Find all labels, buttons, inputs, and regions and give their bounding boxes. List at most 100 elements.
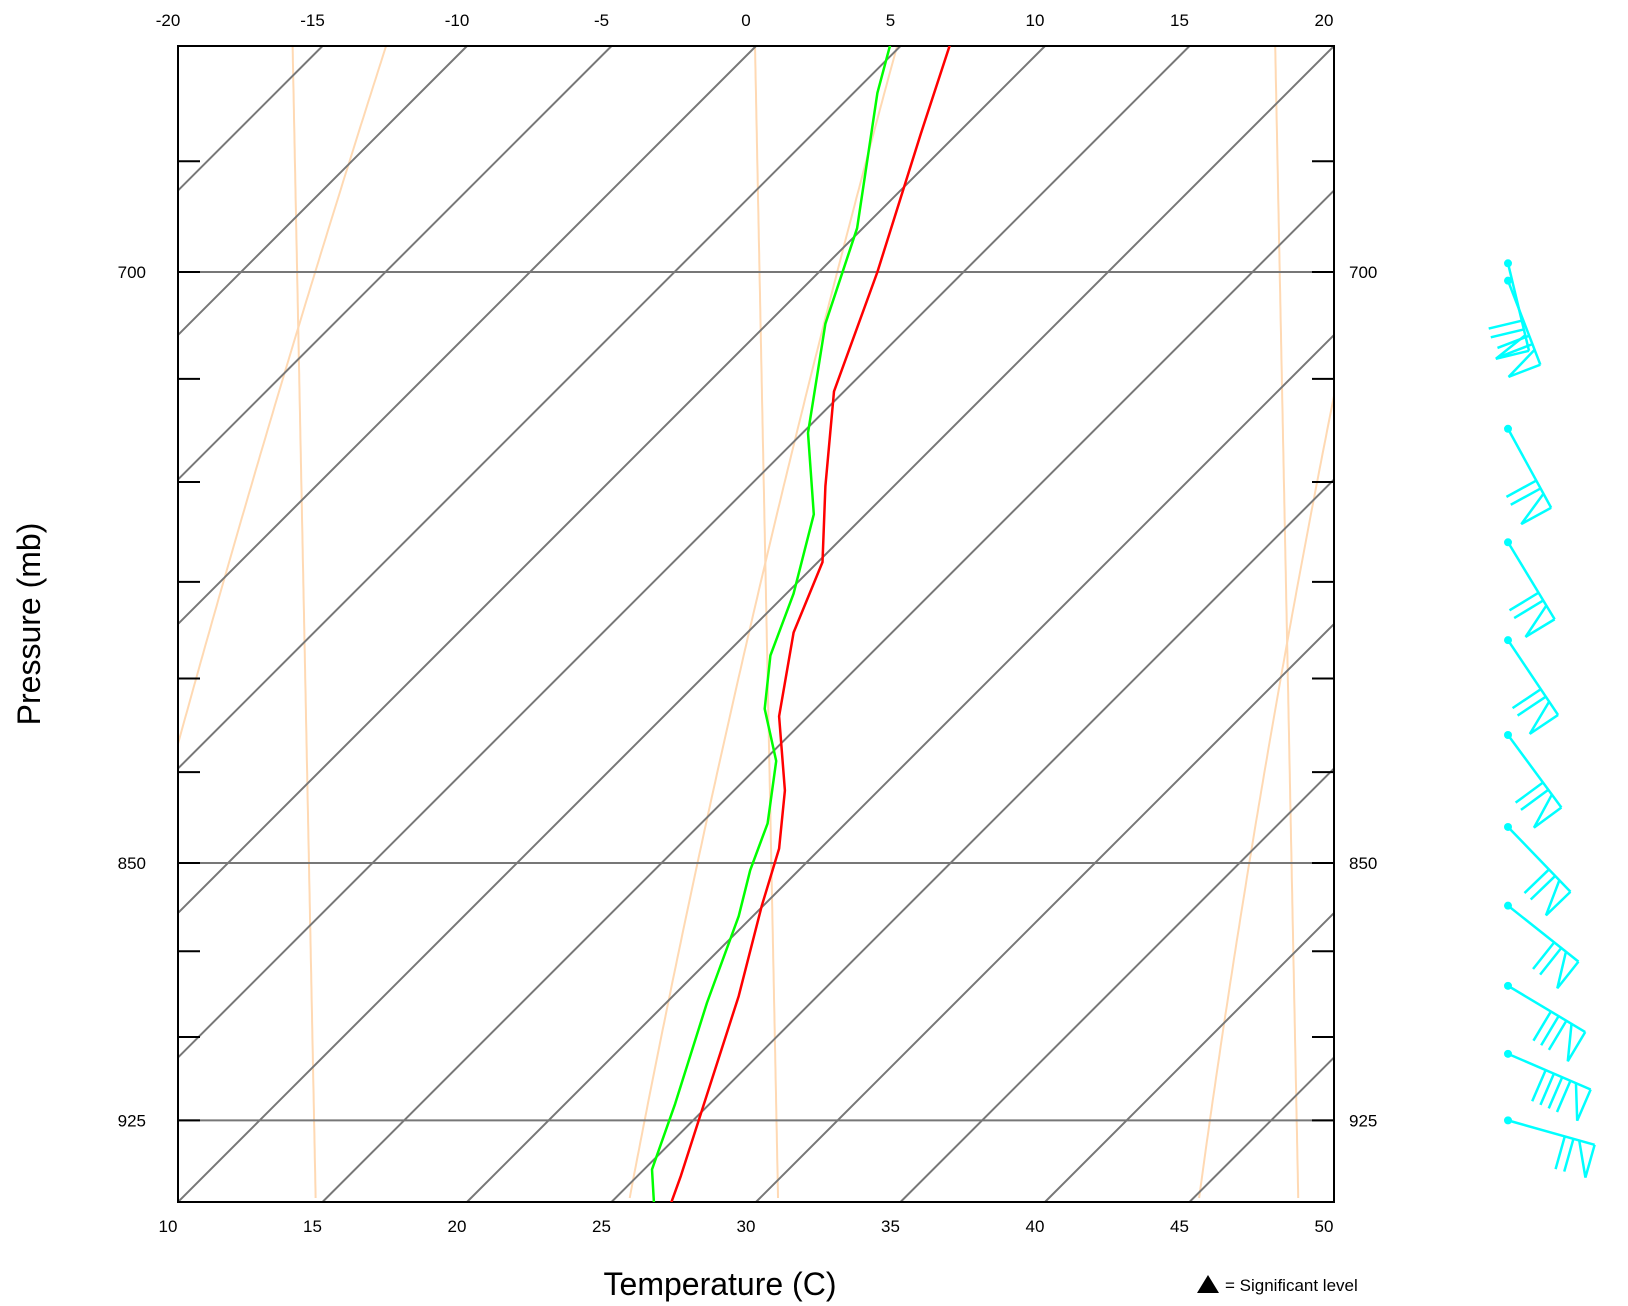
wind-barb [1504, 1049, 1592, 1122]
wind-barb-feather [1488, 319, 1523, 330]
pressure-label-left: 925 [118, 1111, 146, 1130]
isotherm-line [899, 767, 1334, 1202]
isotherm-line [178, 46, 1046, 915]
wind-barb-flag [1495, 334, 1530, 360]
wind-barb-feather [1497, 334, 1530, 350]
wind-barb-flag [1566, 1023, 1587, 1062]
top-tick-label: -5 [594, 11, 609, 30]
isotherm-line [1333, 1200, 1334, 1202]
x-axis-title: Temperature (C) [604, 1266, 837, 1302]
pressure-label-right: 850 [1349, 854, 1377, 873]
temperature-trace [670, 46, 951, 1202]
wind-barb-staff [1507, 1119, 1595, 1146]
isotherm-line [321, 189, 1334, 1202]
wind-barb-flag [1507, 348, 1541, 379]
wind-barb-feather [1513, 599, 1544, 620]
top-tick-label: 0 [741, 11, 750, 30]
pressure-label-left: 850 [118, 854, 146, 873]
wind-barb-flag [1544, 879, 1572, 917]
isotherm-line [1044, 911, 1334, 1202]
wind-barb-feather [1529, 875, 1557, 901]
wind-barb-feather [1508, 591, 1540, 612]
wind-barb-flag [1520, 492, 1552, 526]
dry-adiabat [1198, 390, 1334, 1199]
pressure-labels: 700 700 850 850 925 925 [118, 263, 1378, 1130]
wind-barb-staff [1507, 904, 1580, 963]
moist-adiabat [1274, 46, 1300, 1199]
wind-barb [1504, 424, 1553, 526]
bottom-tick-label: 40 [1026, 1217, 1045, 1236]
dry-adiabat [628, 46, 899, 1199]
wind-barb-feather [1547, 1076, 1564, 1109]
wind-barb-feather [1516, 695, 1547, 717]
top-tick-label: 5 [886, 11, 895, 30]
bottom-tick-label: 10 [159, 1217, 178, 1236]
wind-barb-flag [1524, 604, 1556, 638]
isotherm-line [178, 46, 613, 481]
wind-barb-feather [1540, 1015, 1560, 1046]
wind-barbs [1488, 259, 1596, 1178]
top-tick-label: -10 [445, 11, 470, 30]
bottom-tick-label: 45 [1170, 1217, 1189, 1236]
wind-barb-feather [1532, 1010, 1552, 1042]
isotherm-line [178, 46, 1191, 1059]
wind-barb-feather [1505, 479, 1537, 498]
wind-barb-flag [1574, 1083, 1592, 1122]
wind-barb-flag [1577, 1140, 1596, 1178]
wind-barb-flag [1528, 701, 1559, 735]
isotherm-line [178, 46, 757, 626]
top-tick-label: 15 [1170, 11, 1189, 30]
wind-barb-feather [1510, 487, 1542, 506]
bottom-tick-label: 15 [303, 1217, 322, 1236]
pressure-label-right: 700 [1349, 263, 1377, 282]
isotherm-line [178, 46, 324, 192]
wind-barb-flag [1532, 793, 1563, 829]
pressure-ticks [178, 160, 1334, 1122]
wind-barb [1504, 636, 1560, 735]
wind-barb [1504, 538, 1556, 638]
isotherm-line [178, 46, 468, 337]
wind-barb [1497, 276, 1542, 379]
bottom-tick-label: 30 [737, 1217, 756, 1236]
top-axis-labels: -20 -15 -10 -5 0 5 10 15 20 [156, 11, 1334, 30]
wind-barb [1504, 731, 1563, 829]
wind-barb-feather [1554, 1136, 1566, 1170]
isotherm-line [178, 46, 1334, 1202]
top-tick-label: -15 [300, 11, 325, 30]
wind-barb-staff [1507, 826, 1572, 893]
wind-barb-staff [1506, 734, 1563, 809]
wind-barb-feather [1532, 941, 1556, 970]
wind-barb-feather [1514, 781, 1544, 804]
wind-barb-staff [1507, 984, 1586, 1034]
wind-barb-feather [1539, 1073, 1556, 1106]
wind-barb-feather [1523, 868, 1550, 894]
wind-barb-feather [1531, 1069, 1547, 1102]
significant-level-triangle-icon [1197, 1275, 1219, 1293]
sounding-traces [650, 46, 951, 1202]
isotherm-line [466, 333, 1334, 1202]
wind-barb-flag [1556, 951, 1580, 990]
moist-adiabat [754, 46, 779, 1199]
isotherm-line [755, 622, 1334, 1202]
bottom-tick-label: 35 [881, 1217, 900, 1236]
plot-frame [177, 45, 1335, 1203]
wind-barb [1504, 1116, 1596, 1178]
top-tick-label: 10 [1026, 11, 1045, 30]
bottom-axis-labels: 10 15 20 25 30 35 40 45 50 [159, 1217, 1334, 1236]
dry-adiabat [178, 46, 388, 748]
dewpoint-trace [650, 46, 892, 1202]
top-tick-label: -20 [156, 11, 181, 30]
wind-barb-feather [1520, 788, 1550, 811]
y-axis-title: Pressure (mb) [11, 523, 47, 726]
wind-barb-feather [1490, 328, 1525, 339]
wind-barb-feather [1511, 688, 1542, 710]
isobars [178, 271, 1334, 1122]
wind-barb [1504, 822, 1572, 917]
wind-barb-feather [1539, 947, 1563, 976]
skewed-isotherms [178, 46, 1334, 1202]
dry-adiabats [178, 46, 1334, 1199]
wind-barb [1504, 981, 1587, 1062]
isotherm-line [178, 46, 902, 770]
wind-barb-feather [1555, 1080, 1572, 1113]
